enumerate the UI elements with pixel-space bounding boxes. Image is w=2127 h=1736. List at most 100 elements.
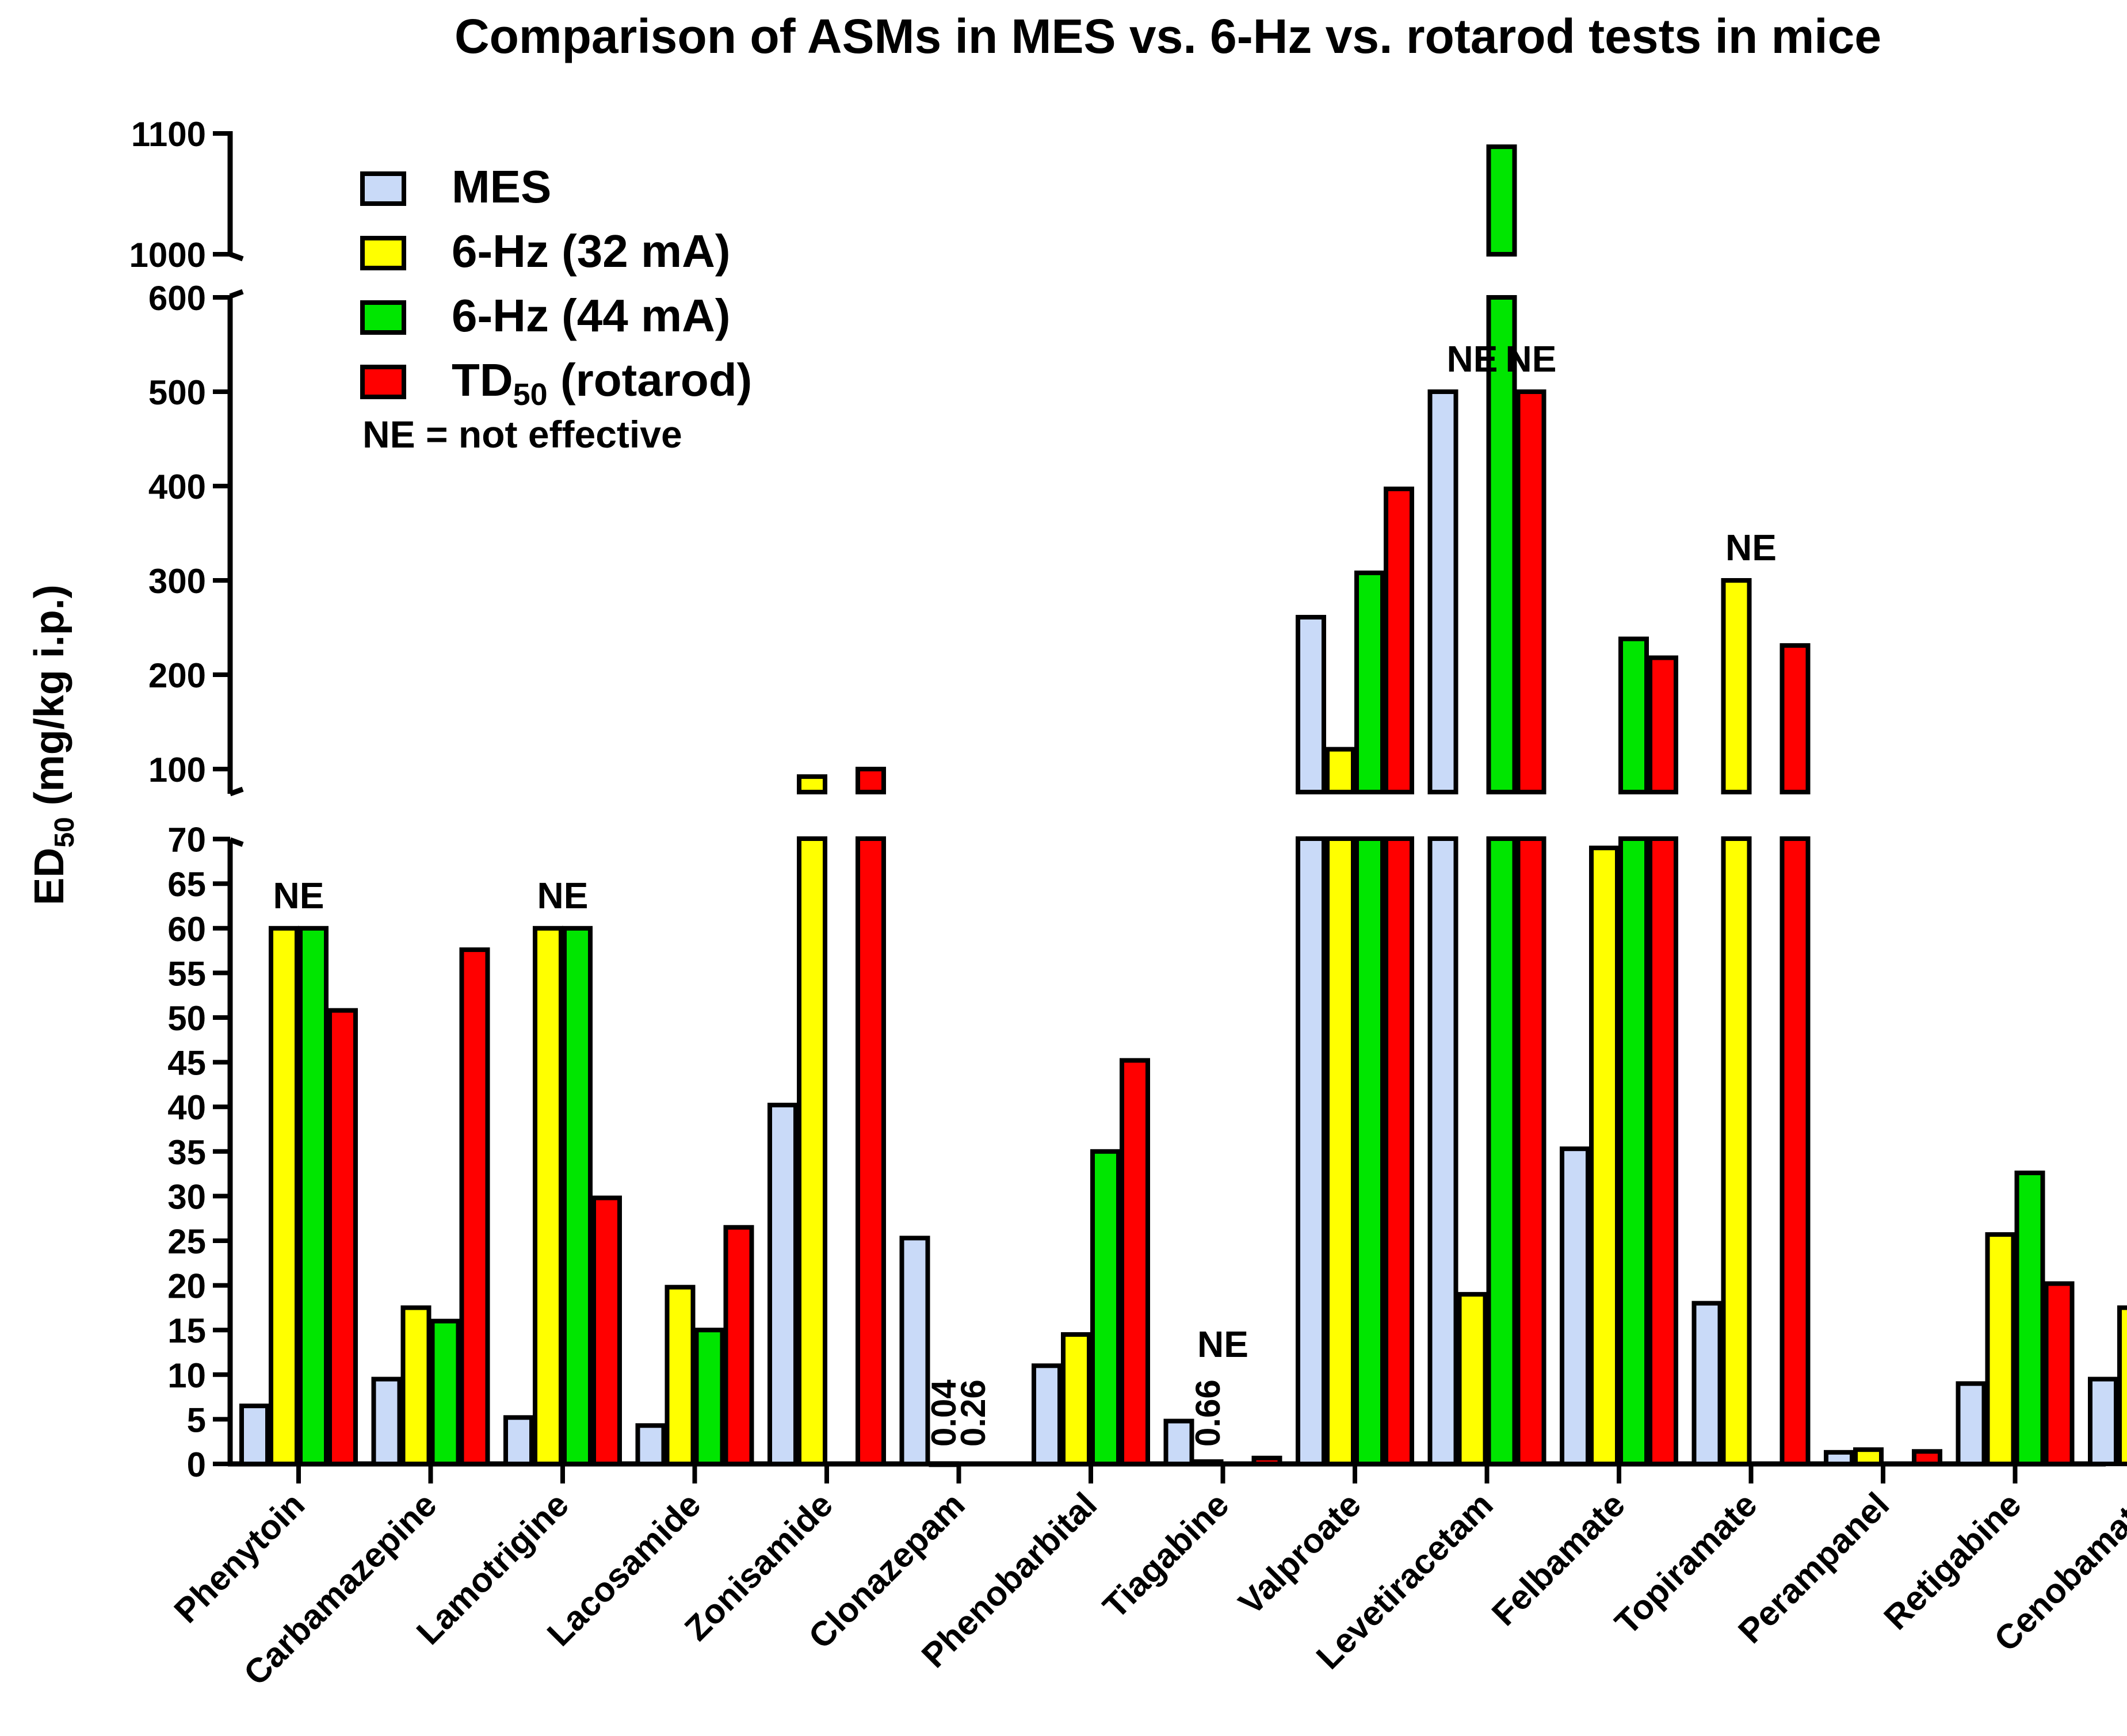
y-tick-label: 10 xyxy=(167,1356,206,1395)
y-tick-label: 1000 xyxy=(129,236,206,274)
bar-carbamazepine-6-hz-32-ma xyxy=(400,1305,431,1466)
bar-valproate-td50 xyxy=(1384,836,1414,1466)
bar-phenytoin-td50 xyxy=(327,1008,358,1466)
bar-phenobarbital-6-hz-44-ma xyxy=(1090,1149,1121,1467)
annotation-ne-tiagabine: NE xyxy=(1197,1324,1248,1365)
bar-retigabine-6-hz-44-ma xyxy=(2014,1171,2045,1466)
bar-phenobarbital-6-hz-32-ma xyxy=(1061,1332,1091,1466)
bar-carbamazepine-td50 xyxy=(459,947,490,1466)
bar-perampanel-mes xyxy=(1824,1450,1854,1466)
y-tick-label: 70 xyxy=(167,821,206,859)
bar-levetiracetam-6-hz-44-ma-seg3 xyxy=(1486,144,1517,257)
y-tick-label: 300 xyxy=(148,562,206,601)
bar-valproate-6-hz-44-ma-seg2 xyxy=(1354,570,1385,794)
x-tick-label-valproate: Valproate xyxy=(1231,1485,1368,1622)
legend: MES 6-Hz (32 mA) 6-Hz (44 mA) TD50 (rotarod… xyxy=(360,161,752,456)
bar-valproate-mes-seg2 xyxy=(1296,614,1326,794)
bar-clonazepam-6-hz-32-ma xyxy=(929,1461,960,1467)
bar-zonisamide-6-hz-32-ma xyxy=(797,836,827,1466)
bar-phenytoin-6-hz-32-ma xyxy=(269,926,299,1467)
annotation-ne-lamotrigine: NE xyxy=(537,875,589,916)
x-tick-label-phenytoin: Phenytoin xyxy=(167,1485,312,1630)
legend-swatch-6-hz-44-ma xyxy=(360,300,406,335)
bar-retigabine-td50 xyxy=(2044,1281,2075,1467)
y-tick-label: 40 xyxy=(167,1088,206,1127)
bar-zonisamide-6-hz-32-ma-seg2 xyxy=(797,774,827,794)
bar-topiramate-mes xyxy=(1691,1301,1723,1466)
bar-cenobamate-6-hz-32-ma xyxy=(2117,1305,2127,1466)
bar-levetiracetam-6-hz-44-ma xyxy=(1486,836,1517,1466)
y-axis-break-mark xyxy=(229,786,244,797)
bar-topiramate-6-hz-32-ma xyxy=(1721,836,1752,1466)
y-tick-label: 50 xyxy=(167,999,206,1038)
bar-levetiracetam-6-hz-44-ma-seg2 xyxy=(1486,295,1517,794)
bar-zonisamide-td50 xyxy=(856,836,886,1466)
annotation-ne-phenytoin: NE xyxy=(273,875,324,916)
y-tick-label: 15 xyxy=(167,1311,206,1350)
bar-perampanel-6-hz-32-ma xyxy=(1853,1447,1884,1466)
y-tick-label: 5 xyxy=(187,1401,206,1439)
bar-lacosamide-6-hz-44-ma xyxy=(694,1328,725,1466)
y-tick-label: 100 xyxy=(148,751,206,789)
bar-zonisamide-td50-seg2 xyxy=(856,767,886,794)
value-label-clonazepam-6-hz-44-ma: 0.26 xyxy=(954,1379,992,1447)
bar-clonazepam-mes xyxy=(899,1236,930,1466)
bar-cenobamate-mes xyxy=(2088,1376,2118,1467)
bar-felbamate-6-hz-32-ma xyxy=(1589,846,1620,1466)
legend-label-6-hz-44-ma: 6-Hz (44 mA) xyxy=(452,290,731,341)
annotation-ne-topiramate: NE xyxy=(1725,527,1777,568)
bar-topiramate-6-hz-32-ma-seg2 xyxy=(1721,578,1752,794)
bar-valproate-td50-seg2 xyxy=(1384,486,1414,794)
bar-felbamate-td50-seg2 xyxy=(1648,655,1678,794)
value-label-clonazepam-6-hz-32-ma: 0.04 xyxy=(925,1379,963,1447)
bar-levetiracetam-td50-seg2 xyxy=(1515,389,1546,794)
y-tick-label: 1100 xyxy=(131,115,206,154)
y-tick-label: 25 xyxy=(167,1222,206,1261)
bar-felbamate-6-hz-44-ma-seg2 xyxy=(1618,636,1649,795)
y-tick-label: 0 xyxy=(187,1446,206,1484)
bar-perampanel-td50 xyxy=(1912,1449,1942,1466)
bar-tiagabine-td50 xyxy=(1251,1455,1282,1467)
y-tick-label: 55 xyxy=(167,954,206,993)
bar-levetiracetam-td50 xyxy=(1515,836,1546,1466)
y-axis-label: ED50 (mg/kg i.p.) xyxy=(26,584,80,905)
annotation-ne-levetiracetam-6-hz-32-ma: NE xyxy=(1447,338,1498,380)
svg-text:ED50 (mg/kg i.p.): ED50 (mg/kg i.p.) xyxy=(26,584,80,905)
bar-retigabine-6-hz-32-ma xyxy=(1985,1232,2016,1466)
y-tick-label: 45 xyxy=(167,1044,206,1083)
bar-lacosamide-mes xyxy=(635,1423,666,1466)
bar-valproate-6-hz-44-ma xyxy=(1354,836,1385,1466)
bar-valproate-mes xyxy=(1296,836,1326,1466)
bar-levetiracetam-mes xyxy=(1427,836,1458,1466)
legend-note: NE = not effective xyxy=(362,413,682,456)
bar-levetiracetam-mes-seg2 xyxy=(1427,389,1458,794)
bar-phenytoin-mes xyxy=(239,1404,270,1467)
bar-tiagabine-6-hz-32-ma xyxy=(1193,1459,1224,1467)
x-tick-label-tiagabine: Tiagabine xyxy=(1095,1485,1236,1626)
y-axis-break-mark xyxy=(229,251,244,262)
bar-carbamazepine-6-hz-44-ma xyxy=(430,1318,461,1466)
legend-swatch-mes xyxy=(360,171,406,206)
legend-label-mes: MES xyxy=(452,161,551,212)
y-axis-label-main: ED xyxy=(26,848,72,905)
value-label-tiagabine-6-hz-32-ma: 0.66 xyxy=(1189,1379,1227,1447)
x-tick-label-felbamate: Felbamate xyxy=(1484,1485,1632,1633)
bar-valproate-6-hz-32-ma xyxy=(1325,836,1355,1466)
bar-lacosamide-td50 xyxy=(723,1225,754,1466)
bar-phenobarbital-td50 xyxy=(1120,1058,1150,1466)
y-tick-label: 200 xyxy=(148,656,206,695)
y-axis-label-sub: 50 xyxy=(49,817,80,847)
bar-felbamate-mes xyxy=(1560,1146,1590,1467)
bar-valproate-6-hz-32-ma-seg2 xyxy=(1325,747,1355,795)
y-tick-label: 400 xyxy=(148,468,206,506)
y-tick-label: 20 xyxy=(167,1267,206,1306)
bar-felbamate-td50 xyxy=(1648,836,1678,1466)
y-tick-label: 65 xyxy=(167,865,206,904)
bar-zonisamide-mes xyxy=(767,1103,798,1466)
bar-lamotrigine-6-hz-32-ma xyxy=(533,926,563,1467)
y-tick-label: 500 xyxy=(148,373,206,412)
bar-tiagabine-mes xyxy=(1163,1418,1194,1466)
